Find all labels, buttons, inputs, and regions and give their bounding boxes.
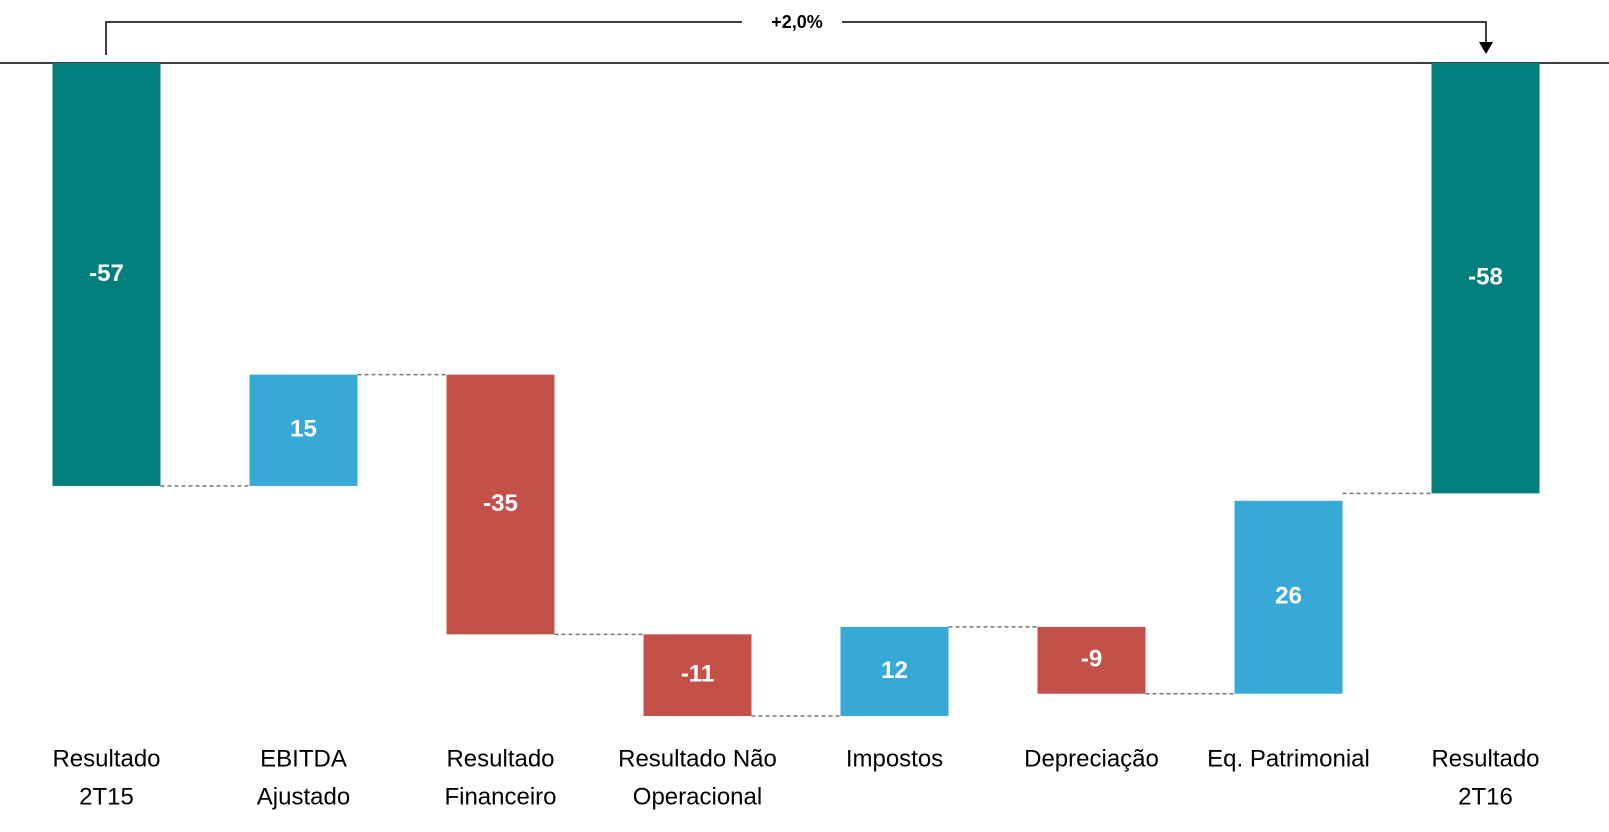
arrow-head: [1479, 42, 1493, 54]
annotation-bg: [742, 8, 842, 36]
value-label: -9: [1081, 646, 1102, 673]
x-tick-label: Depreciação: [1024, 745, 1159, 772]
value-label: -58: [1468, 264, 1503, 291]
x-tick-label: Resultado Não: [618, 745, 777, 772]
value-label: 12: [881, 657, 908, 684]
x-tick-label: Impostos: [846, 745, 943, 772]
x-tick-label: Ajustado: [257, 783, 350, 810]
bar: [446, 374, 555, 635]
bar: [52, 63, 161, 486]
x-tick-label: Operacional: [633, 783, 762, 810]
value-label: -57: [89, 260, 124, 287]
x-tick-label: Financeiro: [444, 783, 556, 810]
bar: [1234, 500, 1343, 694]
x-tick-label: Resultado: [1431, 745, 1539, 772]
x-tick-label: Eq. Patrimonial: [1207, 745, 1370, 772]
value-label: 15: [290, 416, 317, 443]
x-tick-label: 2T15: [79, 783, 134, 810]
x-tick-label: Resultado: [446, 745, 554, 772]
x-tick-label: EBITDA: [260, 745, 347, 772]
annotation: +2,0%: [771, 12, 823, 32]
bar: [1037, 626, 1146, 694]
value-label: -11: [681, 660, 714, 687]
bar: [643, 634, 752, 716]
value-label: -35: [483, 490, 518, 517]
x-tick-label: Resultado: [52, 745, 160, 772]
value-label: 26: [1275, 583, 1302, 610]
x-tick-label: 2T16: [1458, 783, 1513, 810]
bar: [249, 374, 358, 486]
bar: [1431, 63, 1540, 494]
bar: [840, 626, 949, 716]
